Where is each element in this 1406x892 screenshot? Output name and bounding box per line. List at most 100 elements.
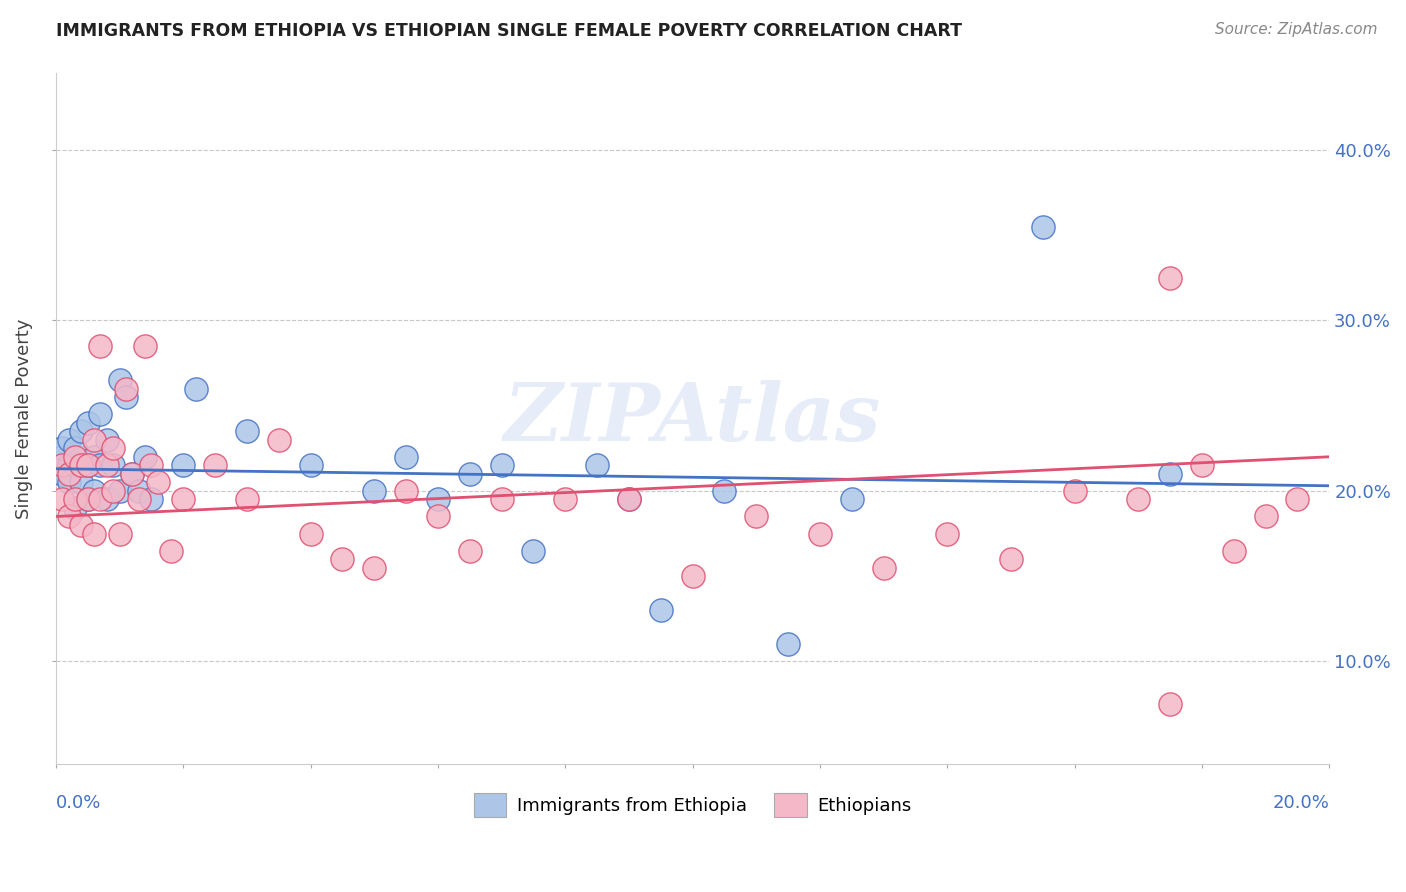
Text: 0.0%: 0.0% [56,795,101,813]
Point [159,543,181,558]
Point [134,450,156,464]
Point [1222,543,1244,558]
Point [1159,270,1181,285]
Point [426,492,449,507]
Point [121,467,143,481]
Point [363,560,385,574]
Point [108,483,131,498]
Point [115,390,138,404]
Point [172,492,194,507]
Point [89,492,111,507]
Point [1063,483,1085,498]
Point [204,458,226,473]
Text: Source: ZipAtlas.com: Source: ZipAtlas.com [1215,22,1378,37]
Point [1191,458,1213,473]
Point [184,382,207,396]
Point [70,518,93,533]
Point [1159,467,1181,481]
Point [146,475,169,490]
Point [89,407,111,421]
Point [395,483,418,498]
Point [103,483,125,498]
Point [808,526,831,541]
Point [58,467,80,481]
Point [299,526,322,541]
Point [63,458,86,473]
Point [491,458,513,473]
Point [83,450,105,464]
Text: 20.0%: 20.0% [1272,795,1329,813]
Point [395,450,418,464]
Point [115,382,138,396]
Point [134,339,156,353]
Point [682,569,704,583]
Point [841,492,863,507]
Point [96,458,118,473]
Point [58,433,80,447]
Point [1286,492,1309,507]
Point [103,458,125,473]
Point [141,458,163,473]
Point [141,492,163,507]
Point [332,552,354,566]
Point [617,492,640,507]
Point [76,492,98,507]
Point [58,509,80,524]
Point [1032,219,1054,234]
Point [236,492,259,507]
Point [650,603,672,617]
Point [89,458,111,473]
Point [491,492,513,507]
Point [70,458,93,473]
Point [76,416,98,430]
Point [51,450,73,464]
Point [1159,697,1181,711]
Point [458,543,481,558]
Point [76,492,98,507]
Point [63,492,86,507]
Point [58,458,80,473]
Point [586,458,609,473]
Point [872,560,894,574]
Point [554,492,576,507]
Point [363,483,385,498]
Point [108,373,131,387]
Point [96,433,118,447]
Point [76,458,98,473]
Point [745,509,768,524]
Legend: Immigrants from Ethiopia, Ethiopians: Immigrants from Ethiopia, Ethiopians [467,786,918,824]
Point [713,483,735,498]
Point [70,424,93,438]
Point [96,492,118,507]
Point [83,483,105,498]
Text: ZIPAtlas: ZIPAtlas [503,380,882,458]
Point [236,424,259,438]
Point [267,433,290,447]
Point [51,442,73,456]
Point [1254,509,1277,524]
Point [63,500,86,515]
Point [426,509,449,524]
Point [51,458,73,473]
Point [1000,552,1022,566]
Point [63,442,86,456]
Point [108,526,131,541]
Y-axis label: Single Female Poverty: Single Female Poverty [15,318,32,518]
Point [70,475,93,490]
Point [63,450,86,464]
Point [128,483,150,498]
Point [83,433,105,447]
Point [299,458,322,473]
Point [121,467,143,481]
Point [51,467,73,481]
Point [458,467,481,481]
Point [128,492,150,507]
Point [58,475,80,490]
Point [51,492,73,507]
Point [76,458,98,473]
Point [936,526,959,541]
Point [103,442,125,456]
Point [617,492,640,507]
Point [522,543,544,558]
Point [778,637,800,651]
